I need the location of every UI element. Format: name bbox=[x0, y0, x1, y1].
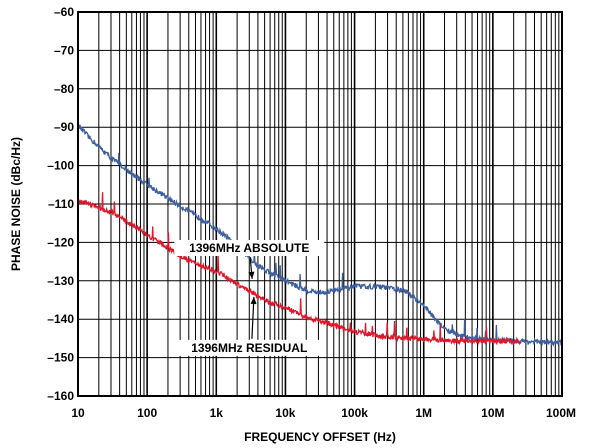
x-tick-label: 10k bbox=[275, 406, 295, 420]
annotation-arrow-head bbox=[250, 296, 257, 305]
x-tick-label: 10 bbox=[71, 406, 85, 420]
annotation-background bbox=[174, 240, 325, 256]
y-tick-label: –160 bbox=[47, 389, 74, 403]
x-tick-labels: 10 100 1k 10k 100k 1M 10M 100M bbox=[71, 406, 576, 420]
x-tick-label: 100 bbox=[137, 406, 157, 420]
y-tick-label: –100 bbox=[47, 159, 74, 173]
y-tick-label: –80 bbox=[54, 82, 74, 96]
y-tick-label: –130 bbox=[47, 274, 74, 288]
x-tick-label: 100M bbox=[546, 406, 576, 420]
y-tick-label: –90 bbox=[54, 120, 74, 134]
gridlines bbox=[77, 11, 563, 397]
y-axis-title: PHASE NOISE (dBc/Hz) bbox=[9, 137, 23, 271]
x-tick-label: 100k bbox=[341, 406, 368, 420]
y-tick-label: –150 bbox=[47, 351, 74, 365]
series-line-residual bbox=[78, 192, 521, 346]
y-tick-label: –120 bbox=[47, 235, 74, 249]
annotation-background bbox=[174, 339, 325, 356]
annotation-arrow-head bbox=[248, 271, 255, 279]
x-axis-title: FREQUENCY OFFSET (Hz) bbox=[244, 430, 396, 444]
plot-frame bbox=[77, 11, 563, 397]
data-series bbox=[78, 123, 562, 347]
annotation-label: 1396MHz RESIDUAL bbox=[191, 341, 307, 355]
annotation-label: 1396MHz ABSOLUTE bbox=[189, 241, 309, 255]
x-tick-label: 1k bbox=[210, 406, 224, 420]
y-tick-label: –140 bbox=[47, 312, 74, 326]
y-tick-label: –70 bbox=[54, 43, 74, 57]
y-tick-labels: –60 –70 –80 –90 –100 –110 –120 –130 –140 –150 –160 bbox=[47, 5, 74, 403]
x-tick-label: 1M bbox=[415, 406, 432, 420]
annotations: 1396MHz ABSOLUTE 1396MHz RESIDUAL bbox=[174, 240, 325, 356]
x-tick-label: 10M bbox=[481, 406, 504, 420]
y-tick-label: –60 bbox=[54, 5, 74, 19]
y-tick-label: –110 bbox=[48, 197, 74, 211]
